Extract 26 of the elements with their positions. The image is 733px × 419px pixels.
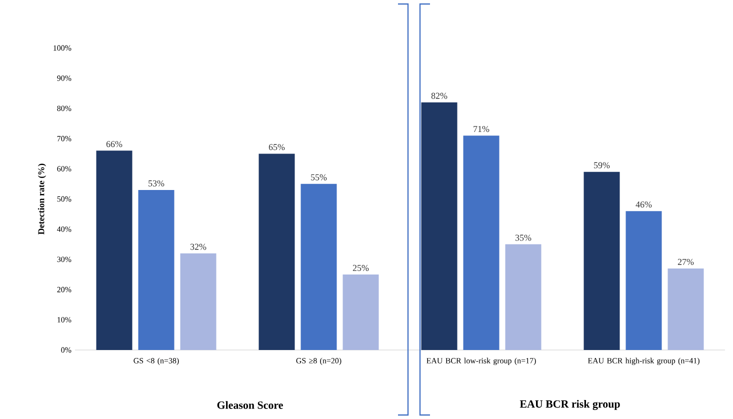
y-axis-title: Detection rate (%) bbox=[38, 164, 46, 234]
bar bbox=[300, 184, 337, 350]
data-label: 46% bbox=[636, 201, 652, 208]
bar bbox=[626, 211, 662, 350]
data-label: 35% bbox=[515, 234, 532, 241]
bar bbox=[96, 150, 132, 350]
bar bbox=[138, 190, 174, 350]
bar bbox=[505, 244, 542, 350]
data-label: 59% bbox=[594, 162, 610, 168]
data-label: 82% bbox=[431, 92, 448, 99]
data-label: 71% bbox=[474, 126, 490, 132]
data-label: 55% bbox=[311, 174, 327, 180]
data-label: 27% bbox=[678, 258, 694, 265]
data-label: 25% bbox=[352, 264, 369, 271]
data-label: 66% bbox=[106, 141, 122, 148]
bar bbox=[342, 274, 379, 350]
bar bbox=[668, 268, 704, 350]
data-label: 65% bbox=[268, 144, 285, 150]
bar bbox=[180, 253, 216, 350]
bar bbox=[584, 172, 620, 350]
bar bbox=[463, 136, 500, 350]
text: Gleason Score bbox=[217, 401, 283, 409]
bar bbox=[258, 154, 295, 350]
data-label: 32% bbox=[190, 244, 206, 250]
data-label: 53% bbox=[148, 180, 164, 186]
text: EAU BCR risk group bbox=[520, 400, 620, 410]
